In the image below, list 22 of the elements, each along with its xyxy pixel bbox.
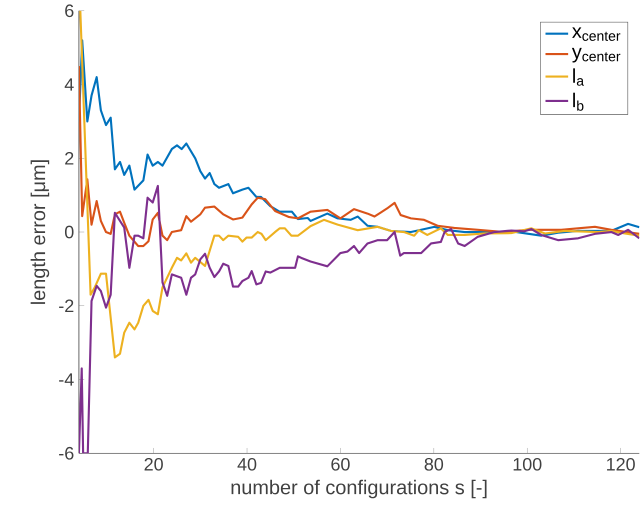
legend-label: y$_{center}$ [572,48,620,62]
x-tick-label: 100 [514,458,542,471]
y-tick-label: -2 [59,299,74,312]
line-series [78,64,640,247]
line-series [78,39,640,237]
x-axis-title: number of configurations s [-] [232,480,487,498]
legend-label: x$_{center}$ [572,27,620,41]
legend-label: l$_{b}$ [573,92,584,111]
x-tick-label: 120 [607,458,635,471]
x-tick-label: 80 [424,458,444,471]
y-axis-title: length error [μm] [30,160,50,304]
x-tick-label: 40 [237,458,256,471]
y-tick-label: 4 [64,78,74,91]
y-tick-label: -4 [59,373,74,386]
y-tick-label: 0 [64,226,74,238]
y-tick-label: -6 [59,446,74,460]
x-tick-label: 60 [331,458,350,471]
x-tick-label: 20 [144,458,163,471]
y-tick-label: 6 [65,4,74,17]
legend-label: l$_{a}$ [573,68,584,86]
line-series [79,10,640,358]
y-tick-label: 2 [65,152,74,164]
